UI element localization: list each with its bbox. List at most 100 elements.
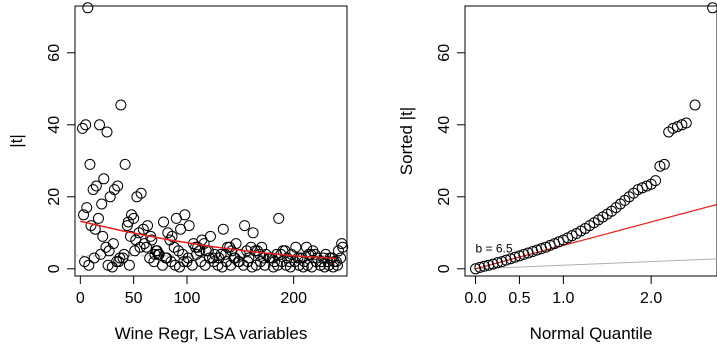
data-point [276, 256, 288, 268]
data-point [610, 202, 622, 214]
data-point [129, 245, 141, 257]
data-point [172, 245, 184, 257]
data-point [689, 99, 701, 111]
x-axis-label: Normal Quantile [530, 324, 653, 343]
data-point [90, 180, 102, 192]
data-point [113, 256, 125, 268]
x-tick-label: 1.0 [552, 290, 574, 307]
x-axis: 0 50 100 200 [76, 276, 307, 307]
data-point [207, 252, 219, 264]
data-point [78, 209, 90, 221]
data-point [224, 241, 236, 253]
data-point [619, 194, 631, 206]
data-point [238, 259, 250, 271]
trend-line [80, 220, 337, 260]
data-point [117, 252, 129, 264]
data-point [119, 158, 131, 170]
data-point [232, 256, 244, 268]
data-point [134, 241, 146, 253]
data-point [96, 198, 108, 210]
x-tick-label: 0 [76, 290, 85, 307]
data-point [658, 158, 670, 170]
fit-line [475, 203, 717, 270]
data-point [165, 256, 177, 268]
data-point [179, 209, 191, 221]
data-point [272, 259, 284, 271]
data-point [290, 241, 302, 253]
data-point [203, 252, 215, 264]
data-point [149, 248, 161, 260]
data-point [168, 241, 180, 253]
data-point [309, 248, 321, 260]
y-tick-label: 20 [46, 188, 63, 206]
y-axis-label: Sorted |t| [397, 107, 416, 175]
y-axis: 0 20 40 60 [46, 44, 75, 273]
data-point [332, 245, 344, 257]
data-point [628, 187, 640, 199]
data-point [145, 230, 157, 242]
data-point [87, 184, 99, 196]
y-tick-label: 40 [436, 116, 453, 134]
data-point [160, 252, 172, 264]
x-tick-label: 200 [280, 290, 307, 307]
data-point [239, 220, 251, 232]
data-point [254, 248, 266, 260]
plot-frame [74, 5, 348, 277]
data-point [250, 259, 262, 271]
points-group [76, 2, 349, 273]
data-point [283, 256, 295, 268]
data-point [198, 238, 210, 250]
data-point [88, 252, 100, 264]
data-point [121, 220, 133, 232]
data-point [336, 238, 348, 250]
data-point [84, 158, 96, 170]
x-tick-label: 0.0 [464, 290, 486, 307]
data-point [94, 119, 106, 131]
data-point [204, 230, 216, 242]
data-point [76, 122, 88, 134]
data-point [330, 256, 342, 268]
data-point [680, 117, 692, 129]
data-point [230, 238, 242, 250]
data-point [663, 126, 675, 138]
panel-wine-regr-scatter: 0 50 100 200 0 20 40 60 Wine Regr, LSA variabl… [7, 2, 349, 343]
data-point [273, 212, 285, 224]
data-point [322, 256, 334, 268]
y-tick-label: 0 [46, 264, 63, 273]
reference-line [475, 258, 717, 270]
data-point [80, 119, 92, 131]
x-tick-label: 0.5 [508, 290, 530, 307]
y-tick-label: 60 [46, 44, 63, 62]
y-axis-label: |t| [7, 134, 26, 148]
data-point [183, 220, 195, 232]
data-point [123, 259, 135, 271]
x-axis-label: Wine Regr, LSA variables [115, 324, 308, 343]
x-tick-label: 100 [174, 290, 201, 307]
data-point [128, 212, 140, 224]
data-point [296, 252, 308, 264]
data-point [131, 191, 143, 203]
data-point [140, 241, 152, 253]
y-tick-label: 60 [436, 44, 453, 62]
data-point [100, 241, 112, 253]
y-tick-label: 20 [436, 188, 453, 206]
data-point [79, 256, 91, 268]
data-point [82, 2, 94, 14]
x-axis: 0.0 0.5 1.0 2.0 [464, 276, 662, 307]
data-point [650, 175, 662, 187]
slope-annotation: b = 6.5 [476, 242, 513, 256]
data-point [98, 173, 110, 185]
data-point [614, 198, 626, 210]
data-point [112, 180, 124, 192]
points-group [470, 2, 717, 275]
data-point [104, 191, 116, 203]
data-point [300, 241, 312, 253]
data-point [474, 261, 486, 273]
data-point [106, 261, 118, 273]
data-point [707, 2, 717, 14]
y-axis: 0 20 40 60 [436, 44, 465, 273]
data-point [81, 202, 93, 214]
data-point [95, 248, 107, 260]
data-point [162, 227, 174, 239]
